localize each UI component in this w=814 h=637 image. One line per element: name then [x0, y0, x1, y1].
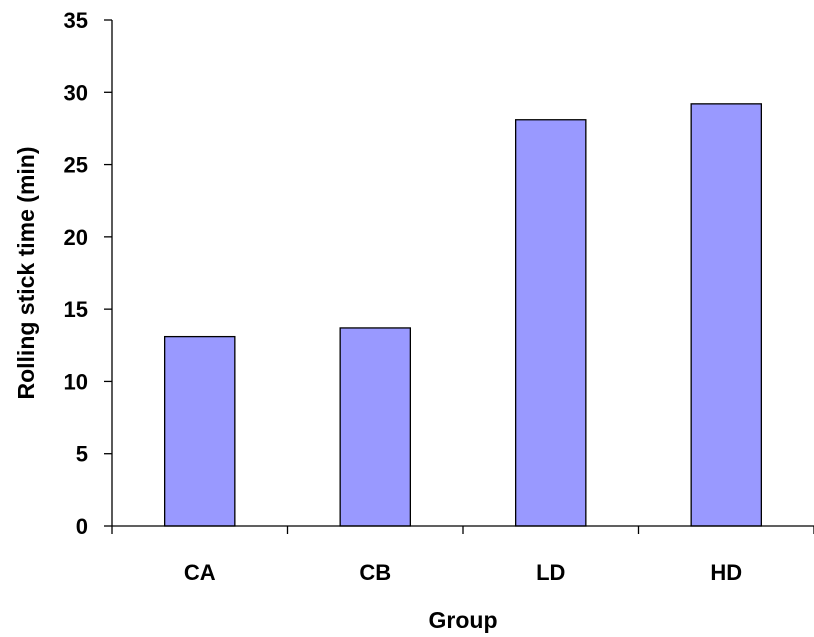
y-tick-label: 35: [64, 8, 88, 33]
y-tick-label: 15: [64, 297, 88, 322]
y-tick-label: 5: [76, 442, 88, 467]
x-tick-label: HD: [710, 560, 742, 585]
y-tick-label: 20: [64, 225, 88, 250]
bars-group: [163, 103, 763, 527]
x-tick-label: CA: [184, 560, 216, 585]
x-tick-label: CB: [359, 560, 391, 585]
y-axis-ticks: 0 5 10 15 20 25 30 35: [64, 8, 112, 539]
bar-ca: [163, 335, 236, 527]
y-tick-label: 0: [76, 514, 88, 539]
y-tick-label: 30: [64, 80, 88, 105]
y-axis-label: Rolling stick time (min): [13, 146, 39, 399]
bar-cb: [339, 327, 411, 527]
x-tick-label: LD: [536, 560, 565, 585]
x-axis-label: Group: [429, 607, 498, 633]
bar-ld: [515, 119, 587, 527]
y-tick-label: 25: [64, 153, 88, 178]
x-axis-ticks: CA CB LD HD: [111, 526, 814, 585]
bar-hd: [690, 103, 763, 527]
y-tick-label: 10: [64, 369, 88, 394]
